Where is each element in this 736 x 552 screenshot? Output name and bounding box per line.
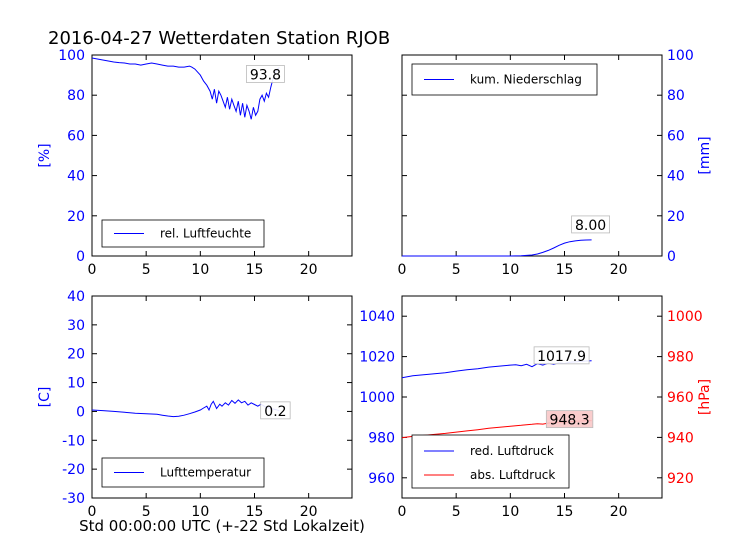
y-axis-label: [C]	[37, 387, 53, 408]
legend-entry: Lufttemperatur	[160, 466, 251, 480]
legend-entry: kum. Niederschlag	[470, 73, 582, 87]
legend-box	[411, 434, 570, 489]
y-tick-label: 20	[667, 209, 685, 225]
legend-entry: red. Luftdruck	[470, 444, 554, 458]
x-tick-label: 5	[452, 504, 461, 520]
y-tick-label: 40	[667, 169, 685, 185]
y-tick-label: 0	[667, 249, 676, 265]
legend-box	[101, 219, 265, 248]
y-tick-label: -30	[62, 491, 85, 507]
x-axis-label: Std 00:00:00 UTC (+-22 Std Lokalzeit)	[79, 517, 365, 535]
x-tick-label: 15	[556, 262, 574, 278]
y-tick-label: 20	[67, 347, 85, 363]
x-tick-label: 5	[452, 262, 461, 278]
series-line	[402, 239, 592, 257]
x-tick-label: 5	[142, 504, 151, 520]
plot-frame	[91, 54, 353, 257]
plot-frame	[91, 295, 353, 499]
x-tick-label: 10	[191, 504, 209, 520]
y-tick-label: 100	[667, 48, 694, 64]
x-tick-label: 20	[300, 504, 318, 520]
annotation-box	[533, 346, 590, 365]
y-tick-label: 80	[67, 88, 85, 104]
y-tick-label: -20	[62, 462, 85, 478]
annotation-value: 8.00	[575, 218, 606, 234]
x-tick-label: 0	[398, 262, 407, 278]
y-axis-label: [hPa]	[697, 379, 713, 415]
x-tick-label: 20	[300, 262, 318, 278]
y-tick-label: 980	[368, 430, 395, 446]
annotation-value: 1017.9	[537, 349, 586, 365]
x-tick-label: 0	[88, 504, 97, 520]
annotation-value: 948.3	[550, 413, 590, 429]
series-line	[91, 399, 280, 418]
x-tick-label: 15	[556, 504, 574, 520]
y-tick-label: 10	[67, 376, 85, 392]
panel-humidity: 0 5 10 15 20 0 20 40 60 80 100 [%] 93.8 rel. Luftfeuc…	[37, 48, 353, 278]
y-axis-label: [mm]	[697, 136, 713, 174]
y-tick-label: 0	[76, 249, 85, 265]
x-tick-label: 10	[501, 262, 519, 278]
plot-frame	[401, 54, 663, 257]
legend-entry: rel. Luftfeuchte	[160, 227, 251, 241]
series-line	[91, 57, 280, 120]
y-tick-label: 60	[667, 128, 685, 144]
figure-title: 2016-04-27 Wetterdaten Station RJOB	[48, 28, 390, 49]
y-tick-label: 1020	[359, 350, 395, 366]
y-tick-label: 980	[667, 350, 694, 366]
x-tick-label: 10	[501, 504, 519, 520]
x-tick-label: 20	[610, 504, 628, 520]
x-tick-label: 0	[88, 262, 97, 278]
annotation-box	[571, 215, 610, 234]
y-tick-label: 40	[67, 289, 85, 305]
x-tick-label: 15	[246, 504, 264, 520]
x-tick-label: 15	[246, 262, 264, 278]
y-tick-label: 960	[667, 390, 694, 406]
panel-temperature: 0 5 10 15 20 -30 -20 -10 0 10 20 30 40 [C] 0.2 Lufttemp…	[37, 289, 353, 520]
y-tick-label: 960	[368, 471, 395, 487]
y-tick-label: 40	[67, 169, 85, 185]
x-tick-label: 0	[398, 504, 407, 520]
y-tick-label: 30	[67, 318, 85, 334]
y-tick-label: 100	[58, 48, 85, 64]
y-tick-label: 1000	[667, 309, 703, 325]
y-tick-label: 1000	[359, 390, 395, 406]
y-tick-label: 920	[667, 471, 694, 487]
y-tick-label: 1040	[359, 309, 395, 325]
panel-precipitation: 0 5 10 15 20 0 20 40 60 80 100 [mm] 8.00 kum. Nieders…	[398, 48, 713, 278]
y-tick-label: 60	[67, 128, 85, 144]
x-tick-label: 5	[142, 262, 151, 278]
x-tick-label: 20	[610, 262, 628, 278]
y-tick-label: 940	[667, 430, 694, 446]
annotation-value: 93.8	[250, 67, 281, 83]
y-axis-label: [%]	[37, 143, 53, 167]
legend-entry: abs. Luftdruck	[470, 468, 555, 482]
annotation-box	[246, 65, 285, 83]
y-tick-label: 20	[67, 209, 85, 225]
y-tick-label: 0	[76, 404, 85, 420]
x-tick-label: 10	[191, 262, 209, 278]
annotation-value: 0.2	[264, 404, 286, 420]
panel-pressure: 0 5 10 15 20 960 980 1000 1020 1040 920 940 960 980 10…	[359, 295, 713, 520]
annotation-box	[260, 401, 291, 420]
y-tick-label: 80	[667, 88, 685, 104]
annotation-box	[545, 410, 594, 429]
y-tick-label: -10	[62, 433, 85, 449]
